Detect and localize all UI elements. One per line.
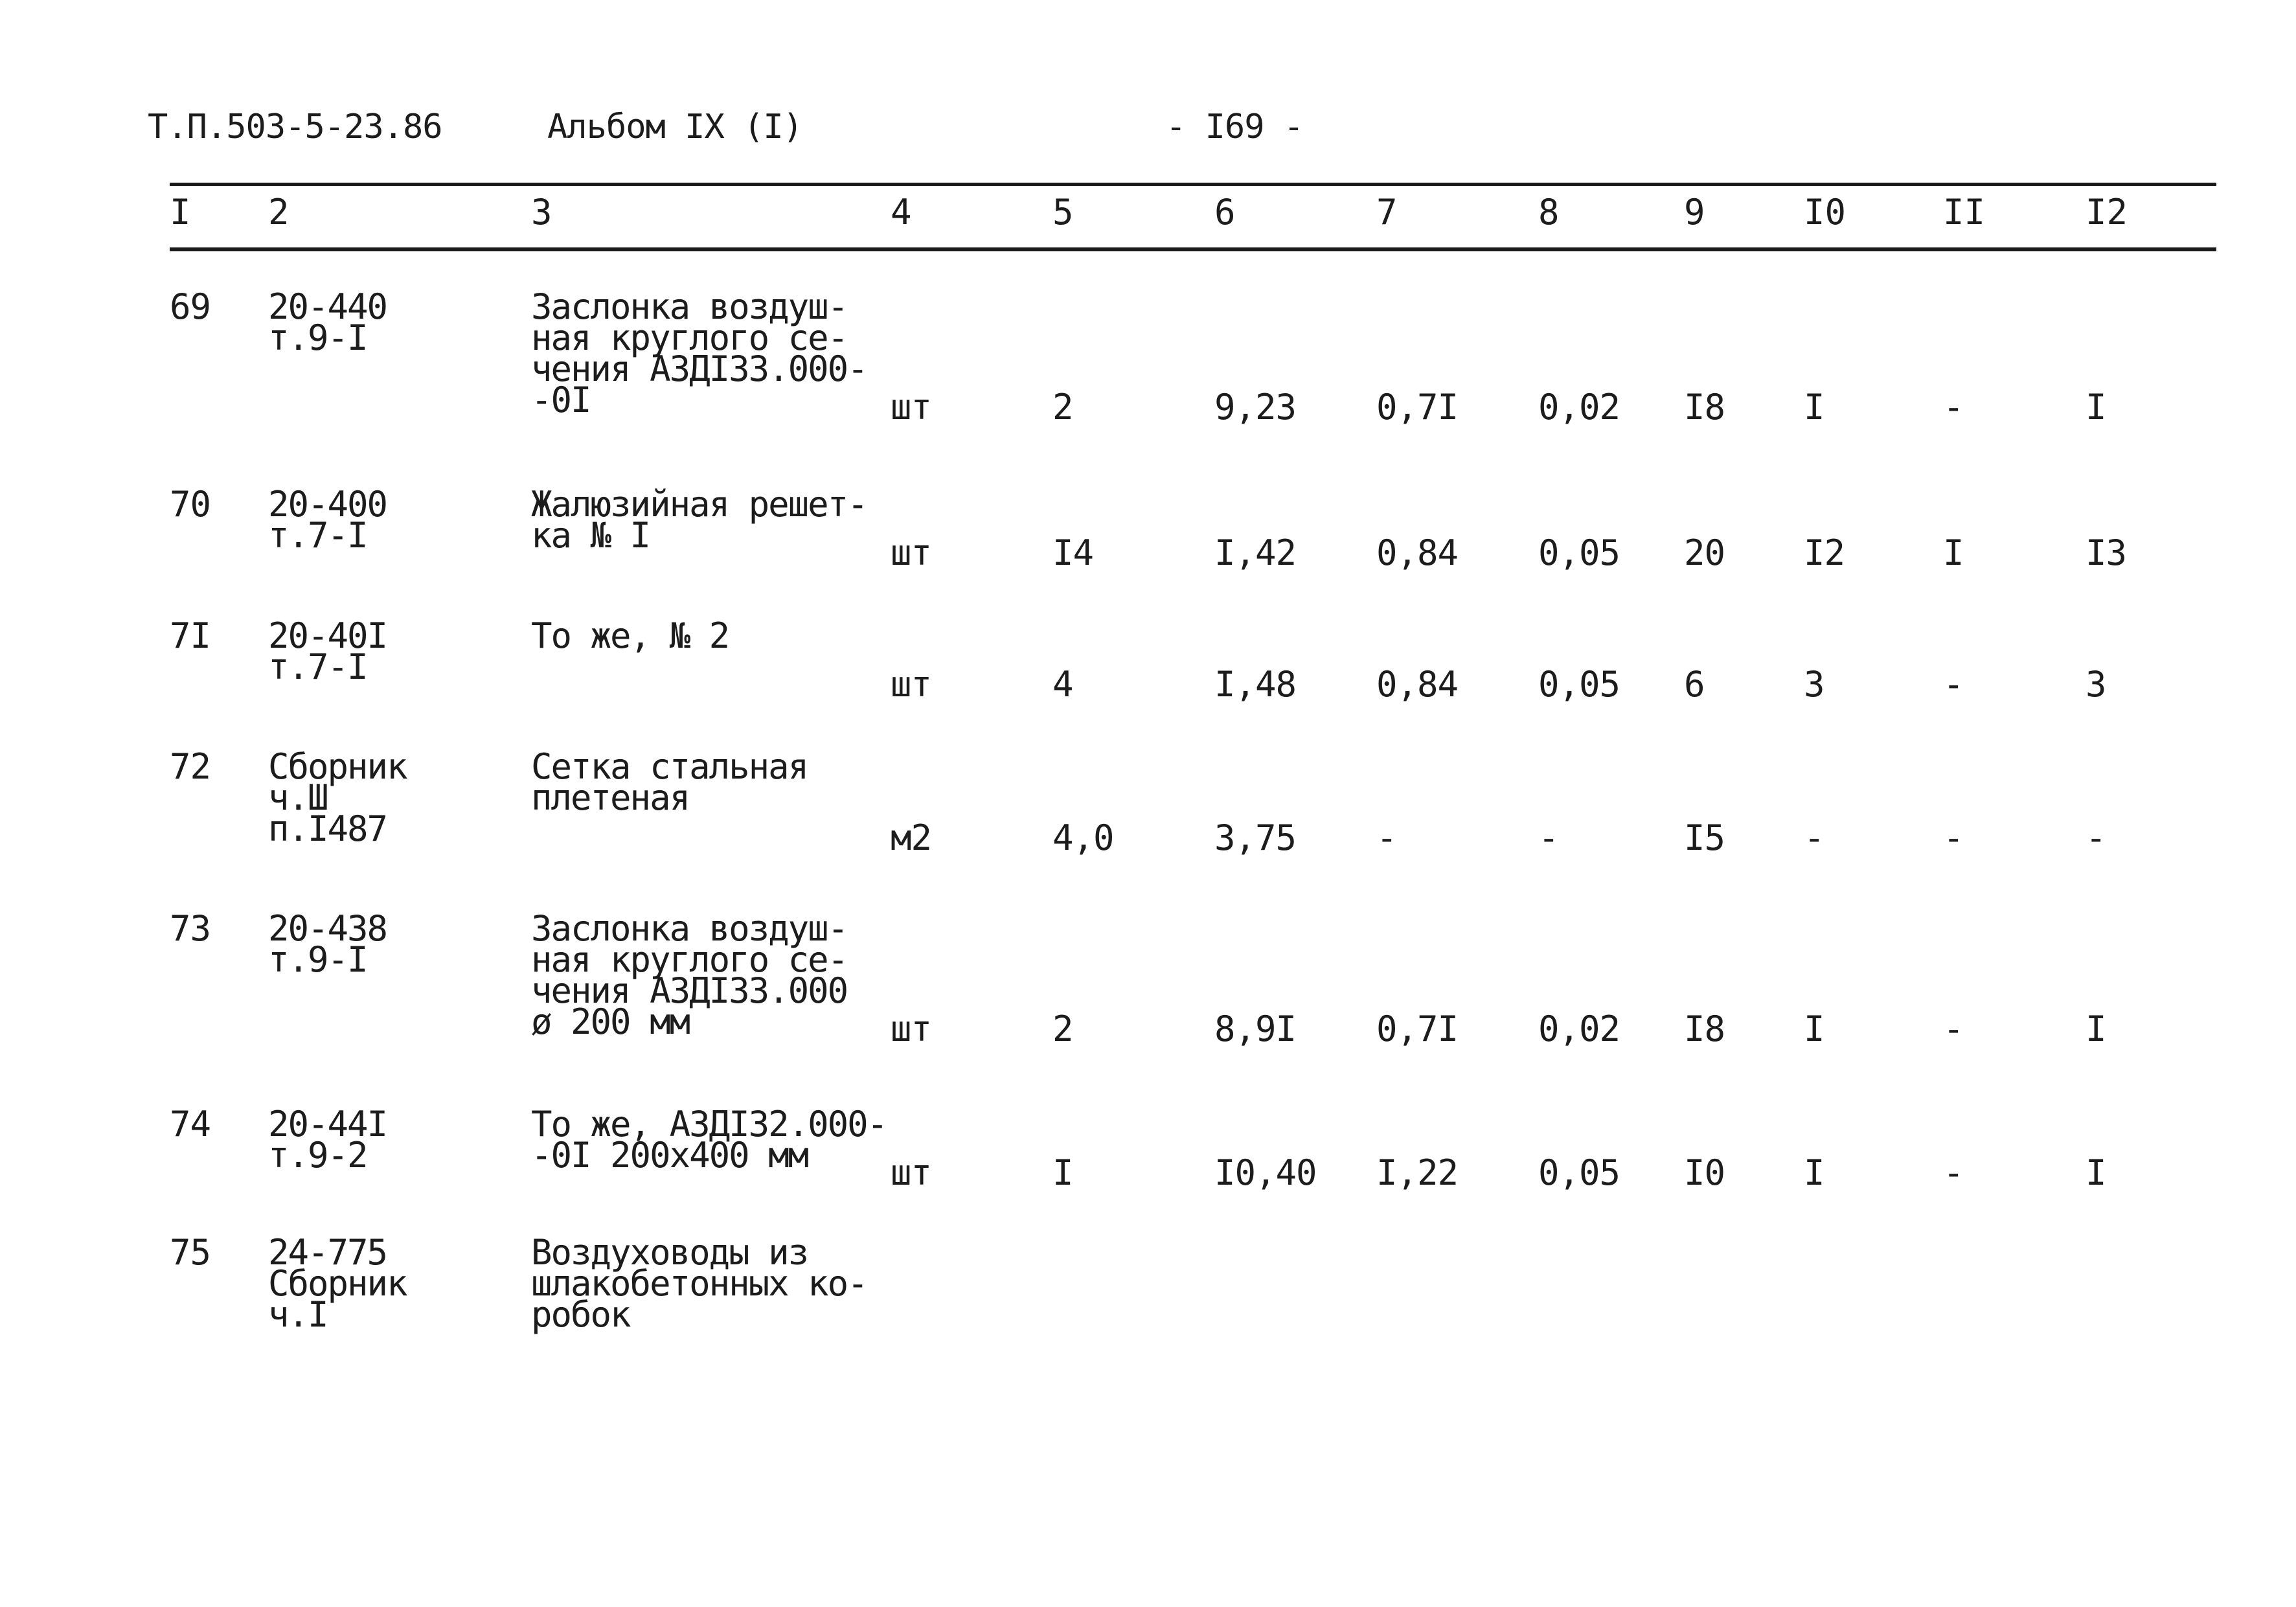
col10-value-cell: 3 <box>1804 664 1825 705</box>
col10-value-cell: I <box>1804 1009 1825 1049</box>
quantity-cell: 4,0 <box>1052 817 1115 858</box>
quantity-cell: 2 <box>1052 1009 1074 1049</box>
reference-cell: 20-44I т.9-2 <box>268 1104 388 1176</box>
row-number-cell: 7I <box>170 615 211 656</box>
col8-value-cell: 0,05 <box>1538 1152 1620 1193</box>
quantity-cell: 2 <box>1052 387 1074 427</box>
unit-cell: шт <box>891 1152 932 1193</box>
reference-cell: 20-40I т.7-I <box>268 615 388 687</box>
col6-value-cell: 3,75 <box>1214 817 1297 858</box>
column-number: 4 <box>891 192 912 233</box>
description-cell: То же, № 2 <box>531 615 730 656</box>
col8-value-cell: 0,02 <box>1538 387 1620 427</box>
reference-cell: Сборник ч.Ш п.I487 <box>268 746 408 849</box>
col6-value-cell: I,48 <box>1214 664 1297 705</box>
col11-value-cell: - <box>1943 664 1964 705</box>
col7-value-cell: 0,84 <box>1376 532 1459 573</box>
quantity-cell: I4 <box>1052 532 1094 573</box>
column-number: 5 <box>1052 192 1074 233</box>
column-number: I <box>170 192 191 233</box>
unit-cell: шт <box>891 387 932 427</box>
col11-value-cell: - <box>1943 1009 1964 1049</box>
quantity-cell: 4 <box>1052 664 1074 705</box>
col12-value-cell: I <box>2086 387 2107 427</box>
col6-value-cell: I0,40 <box>1214 1152 1317 1193</box>
reference-cell: 20-438 т.9-I <box>268 908 388 980</box>
col8-value-cell: 0,05 <box>1538 664 1620 705</box>
col7-value-cell: I,22 <box>1376 1152 1459 1193</box>
column-number: 3 <box>531 192 552 233</box>
col11-value-cell: - <box>1943 387 1964 427</box>
col10-value-cell: I <box>1804 1152 1825 1193</box>
row-number-cell: 72 <box>170 746 211 787</box>
col9-value-cell: I0 <box>1684 1152 1725 1193</box>
col7-value-cell: 0,84 <box>1376 664 1459 705</box>
col10-value-cell: - <box>1804 817 1825 858</box>
col12-value-cell: - <box>2086 817 2107 858</box>
description-cell: Заслонка воздуш- ная круглого се- чения … <box>531 908 848 1042</box>
column-number: 2 <box>268 192 290 233</box>
album-label: Альбом IX (I) <box>547 108 803 146</box>
column-number: 9 <box>1684 192 1705 233</box>
page-number: - I69 - <box>1166 108 1304 146</box>
column-number: 7 <box>1376 192 1398 233</box>
col8-value-cell: 0,02 <box>1538 1009 1620 1049</box>
table-header-rule <box>170 247 2216 251</box>
col12-value-cell: 3 <box>2086 664 2107 705</box>
col7-value-cell: 0,7I <box>1376 387 1459 427</box>
description-cell: Сетка стальная плетеная <box>531 746 809 818</box>
col11-value-cell: I <box>1943 532 1964 573</box>
unit-cell: шт <box>891 1009 932 1049</box>
description-cell: Заслонка воздуш- ная круглого се- чения … <box>531 286 869 420</box>
col9-value-cell: 6 <box>1684 664 1705 705</box>
col12-value-cell: I <box>2086 1152 2107 1193</box>
row-number-cell: 75 <box>170 1232 211 1273</box>
reference-cell: 20-400 т.7-I <box>268 484 388 556</box>
quantity-cell: I <box>1052 1152 1074 1193</box>
row-number-cell: 73 <box>170 908 211 949</box>
row-number-cell: 74 <box>170 1104 211 1145</box>
col8-value-cell: 0,05 <box>1538 532 1620 573</box>
description-cell: Жалюзийная решет- ка № I <box>531 484 869 556</box>
column-number: II <box>1943 192 1986 233</box>
col9-value-cell: I8 <box>1684 1009 1725 1049</box>
col6-value-cell: 8,9I <box>1214 1009 1297 1049</box>
col6-value-cell: I,42 <box>1214 532 1297 573</box>
col6-value-cell: 9,23 <box>1214 387 1297 427</box>
col11-value-cell: - <box>1943 1152 1964 1193</box>
reference-cell: 24-775 Сборник ч.I <box>268 1232 408 1335</box>
row-number-cell: 69 <box>170 286 211 327</box>
column-number: 8 <box>1538 192 1560 233</box>
col9-value-cell: I5 <box>1684 817 1725 858</box>
column-number: 6 <box>1214 192 1236 233</box>
table-top-rule <box>170 183 2216 186</box>
unit-cell: шт <box>891 664 932 705</box>
col10-value-cell: I <box>1804 387 1825 427</box>
description-cell: Воздуховоды из шлакобетонных ко- робок <box>531 1232 869 1335</box>
col9-value-cell: I8 <box>1684 387 1725 427</box>
doc-code: Т.П.503-5-23.86 <box>148 108 443 146</box>
col7-value-cell: 0,7I <box>1376 1009 1459 1049</box>
col7-value-cell: - <box>1376 817 1398 858</box>
col10-value-cell: I2 <box>1804 532 1845 573</box>
reference-cell: 20-440 т.9-I <box>268 286 388 358</box>
col9-value-cell: 20 <box>1684 532 1725 573</box>
col8-value-cell: - <box>1538 817 1560 858</box>
column-number: I2 <box>2086 192 2128 233</box>
col11-value-cell: - <box>1943 817 1964 858</box>
col12-value-cell: I3 <box>2086 532 2127 573</box>
description-cell: То же, АЗДI32.000- -0I 200х400 мм <box>531 1104 888 1176</box>
unit-cell: м2 <box>891 817 932 858</box>
unit-cell: шт <box>891 532 932 573</box>
column-number: I0 <box>1804 192 1847 233</box>
row-number-cell: 70 <box>170 484 211 525</box>
col12-value-cell: I <box>2086 1009 2107 1049</box>
